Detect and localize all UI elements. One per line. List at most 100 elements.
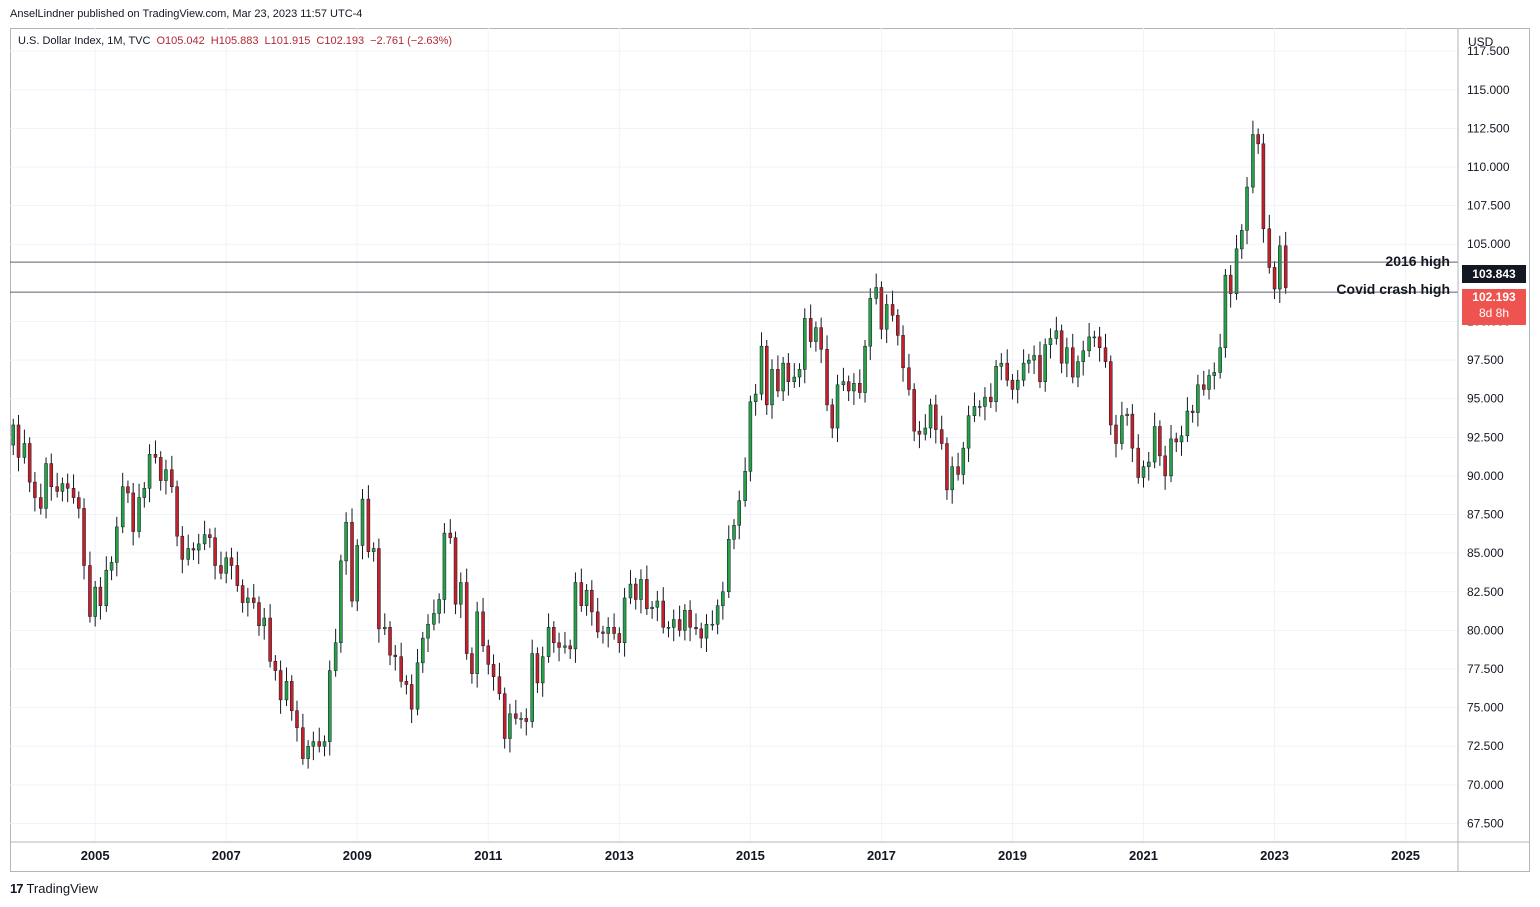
candle-body bbox=[1136, 447, 1141, 478]
candle-body bbox=[1283, 245, 1288, 288]
candle-body bbox=[235, 565, 240, 586]
candle-body bbox=[1108, 361, 1113, 426]
candle-body bbox=[617, 633, 622, 643]
candle-body bbox=[765, 345, 769, 406]
candle-body bbox=[502, 693, 507, 739]
candle-body bbox=[1065, 347, 1069, 364]
candle-body bbox=[939, 429, 944, 444]
candle-body bbox=[399, 656, 403, 682]
last-price-value: 102.193 bbox=[1472, 290, 1516, 304]
legend-high: H105.883 bbox=[210, 35, 259, 47]
y-tick-label: 85.000 bbox=[1467, 546, 1504, 560]
candle-body bbox=[481, 611, 485, 647]
candle-body bbox=[573, 582, 578, 650]
candle-body bbox=[1005, 362, 1009, 381]
y-tick-label: 115.000 bbox=[1467, 83, 1510, 97]
candle-body bbox=[88, 565, 92, 617]
candle-body bbox=[983, 396, 987, 407]
candle-body bbox=[846, 381, 851, 392]
candle-body bbox=[240, 585, 245, 603]
x-tick-label: 2009 bbox=[343, 848, 372, 863]
candle-body bbox=[77, 497, 81, 509]
candle-body bbox=[699, 628, 703, 639]
candle-body bbox=[535, 653, 540, 684]
candle-body bbox=[803, 318, 807, 370]
candle-body bbox=[671, 619, 676, 628]
y-tick-label: 72.500 bbox=[1467, 739, 1504, 753]
candle-body bbox=[863, 345, 867, 393]
y-tick-label: 110.000 bbox=[1467, 160, 1510, 174]
candle-body bbox=[115, 526, 119, 563]
x-tick-label: 2011 bbox=[474, 848, 502, 863]
candle-body bbox=[879, 287, 884, 330]
candle-body bbox=[464, 582, 469, 654]
candle-body bbox=[333, 642, 338, 671]
candle-body bbox=[1114, 424, 1118, 444]
candle-body bbox=[377, 548, 381, 630]
candle-body bbox=[557, 642, 561, 648]
candle-body bbox=[306, 745, 310, 759]
candle-body bbox=[1021, 362, 1026, 381]
candle-body bbox=[530, 653, 534, 722]
candle-body bbox=[213, 537, 217, 566]
candle-body bbox=[137, 497, 141, 532]
candle-body bbox=[748, 401, 753, 472]
y-tick-label: 70.000 bbox=[1467, 778, 1504, 792]
candle-body bbox=[1174, 438, 1179, 443]
candle-body bbox=[104, 569, 109, 606]
candle-body bbox=[164, 469, 168, 481]
candle-body bbox=[1179, 435, 1184, 443]
candle-body bbox=[344, 522, 348, 562]
candle-body bbox=[459, 582, 463, 605]
candle-body bbox=[1185, 410, 1190, 437]
candle-body bbox=[1076, 361, 1080, 378]
candle-body bbox=[1212, 372, 1217, 376]
legend-open: O105.042 bbox=[156, 35, 205, 47]
legend-close: C102.193 bbox=[316, 35, 365, 47]
candle-body bbox=[448, 532, 453, 538]
candle-body bbox=[508, 713, 512, 739]
currency-label[interactable]: USD bbox=[1468, 35, 1494, 49]
candle-body bbox=[1043, 344, 1047, 382]
candle-body bbox=[776, 369, 780, 392]
candle-body bbox=[868, 298, 873, 347]
candle-body bbox=[1267, 228, 1272, 268]
candle-body bbox=[928, 404, 933, 429]
candle-body bbox=[371, 548, 376, 552]
candle-body bbox=[710, 623, 715, 626]
candle-body bbox=[639, 579, 643, 600]
candle-body bbox=[770, 369, 774, 406]
y-tick-label: 112.500 bbox=[1467, 121, 1510, 135]
candle-body bbox=[142, 488, 147, 498]
tradingview-brand[interactable]: 17 TradingView bbox=[10, 881, 98, 896]
candle-body bbox=[907, 367, 911, 390]
candle-body bbox=[808, 318, 813, 342]
candle-body bbox=[191, 548, 196, 551]
candle-body bbox=[301, 727, 305, 759]
candle-body bbox=[999, 362, 1004, 367]
candle-body bbox=[251, 597, 256, 603]
y-tick-label: 117.500 bbox=[1467, 44, 1510, 58]
candle-body bbox=[1103, 347, 1108, 362]
candle-body bbox=[470, 653, 474, 674]
y-tick-label: 82.500 bbox=[1467, 585, 1504, 599]
candle-body bbox=[1120, 415, 1124, 444]
candle-body bbox=[147, 454, 152, 489]
candle-body bbox=[901, 335, 905, 369]
candle-body bbox=[409, 684, 414, 710]
y-tick-label: 107.500 bbox=[1467, 199, 1511, 213]
candle-body bbox=[39, 497, 43, 509]
candle-body bbox=[825, 349, 829, 406]
candle-body bbox=[404, 681, 409, 685]
legend-change: −2.761 (−2.63%) bbox=[370, 35, 453, 47]
candle-body bbox=[858, 383, 862, 393]
candle-body bbox=[180, 535, 185, 560]
candle-body bbox=[753, 393, 758, 403]
x-tick-label: 2019 bbox=[998, 848, 1027, 863]
candle-body bbox=[552, 627, 556, 643]
candle-body bbox=[584, 589, 589, 606]
candle-body bbox=[497, 676, 502, 694]
candle-body bbox=[22, 443, 27, 458]
candle-body bbox=[792, 376, 797, 382]
